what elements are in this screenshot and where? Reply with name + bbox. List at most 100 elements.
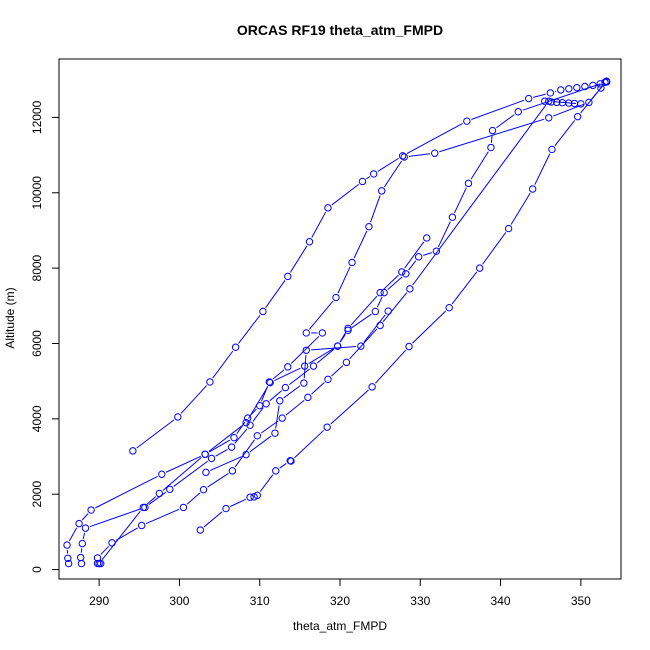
series-segment: [533, 93, 546, 98]
data-point: [573, 83, 581, 92]
series-segment: [412, 310, 447, 344]
series-segment: [238, 314, 261, 344]
series-segment: [316, 348, 335, 364]
series-segment: [285, 400, 305, 416]
data-point: [463, 117, 471, 125]
x-axis-label: theta_atm_FMPD: [293, 619, 387, 633]
x-tick-label: 340: [491, 594, 511, 608]
series-segment: [553, 103, 585, 117]
series-segment: [350, 295, 378, 326]
data-point: [324, 375, 332, 383]
data-point: [281, 383, 290, 392]
series-segment: [331, 183, 359, 206]
data-point: [64, 554, 72, 562]
series-segment: [186, 492, 201, 505]
y-tick-label: 2000: [30, 481, 44, 508]
y-tick-label: 8000: [30, 254, 44, 281]
series-segment: [303, 355, 307, 379]
data-point: [278, 414, 286, 422]
series-segment: [496, 114, 515, 129]
data-point: [431, 149, 439, 157]
series-segment: [173, 460, 208, 487]
series-segment: [454, 187, 467, 214]
series-segment: [68, 527, 78, 542]
series-5: [196, 77, 611, 534]
series-segment: [146, 496, 157, 505]
series-segment: [290, 335, 320, 364]
plot-area: [63, 77, 611, 568]
series-segment: [408, 260, 417, 271]
data-point: [201, 450, 209, 458]
y-axis: 0 2000 4000 6000 8000 10000 12000: [30, 100, 60, 573]
series-segment: [404, 241, 425, 269]
series-segment: [331, 365, 344, 377]
series-segment: [230, 498, 246, 507]
series-segment: [145, 508, 180, 525]
series-segment: [265, 280, 286, 308]
data-point: [365, 222, 373, 231]
series-segment: [279, 463, 287, 469]
y-tick-label: 12000: [30, 100, 44, 134]
data-point: [246, 493, 254, 501]
data-point: [464, 179, 473, 188]
data-point: [406, 285, 414, 293]
data-point: [207, 454, 216, 463]
series-1: [129, 78, 611, 455]
series-segment: [374, 349, 407, 384]
series-segment: [95, 475, 158, 509]
data-point: [602, 77, 611, 86]
series-segment: [260, 420, 279, 434]
series-segment: [203, 511, 223, 528]
data-point: [344, 324, 352, 333]
data-point: [242, 450, 250, 459]
series-segment: [383, 274, 399, 290]
series-segment: [215, 449, 228, 457]
data-point: [196, 526, 205, 534]
series-segment: [234, 428, 248, 444]
series-segment: [234, 439, 255, 468]
data-point: [545, 114, 553, 122]
series-segment: [162, 457, 202, 491]
y-tick-label: 0: [30, 566, 44, 573]
data-point: [262, 400, 270, 408]
data-point: [332, 293, 340, 302]
series-segment: [136, 419, 175, 449]
series-segment: [412, 104, 547, 286]
series-segment: [208, 425, 243, 452]
data-point: [402, 270, 410, 278]
data-point: [423, 234, 431, 242]
data-point: [276, 397, 284, 405]
series-segment: [423, 252, 432, 256]
series-segment: [408, 153, 431, 157]
data-point: [230, 433, 238, 442]
x-axis: 290 300 310 320 330 340 350: [89, 578, 591, 608]
series-segment: [259, 474, 274, 492]
data-point: [398, 152, 407, 160]
series-segment: [470, 151, 489, 180]
data-point: [333, 342, 342, 350]
data-point: [284, 363, 292, 371]
data-point: [284, 272, 292, 281]
data-point: [357, 342, 365, 350]
data-point: [77, 559, 86, 568]
series-segment: [180, 385, 208, 414]
series-segment: [249, 435, 272, 453]
data-point: [414, 253, 423, 261]
series-segment: [510, 192, 531, 225]
data-point: [344, 326, 352, 335]
x-tick-label: 290: [89, 594, 109, 608]
series-segment: [248, 386, 269, 419]
x-tick-label: 330: [410, 594, 430, 608]
data-point: [286, 456, 294, 465]
data-point: [565, 99, 573, 107]
data-point: [573, 112, 582, 121]
series-7: [202, 307, 392, 477]
data-point: [378, 187, 386, 195]
series-segment: [580, 91, 599, 114]
data-point: [553, 98, 561, 107]
data-point: [384, 307, 392, 315]
data-point: [370, 170, 378, 178]
data-point: [448, 213, 457, 221]
data-point: [548, 145, 556, 154]
